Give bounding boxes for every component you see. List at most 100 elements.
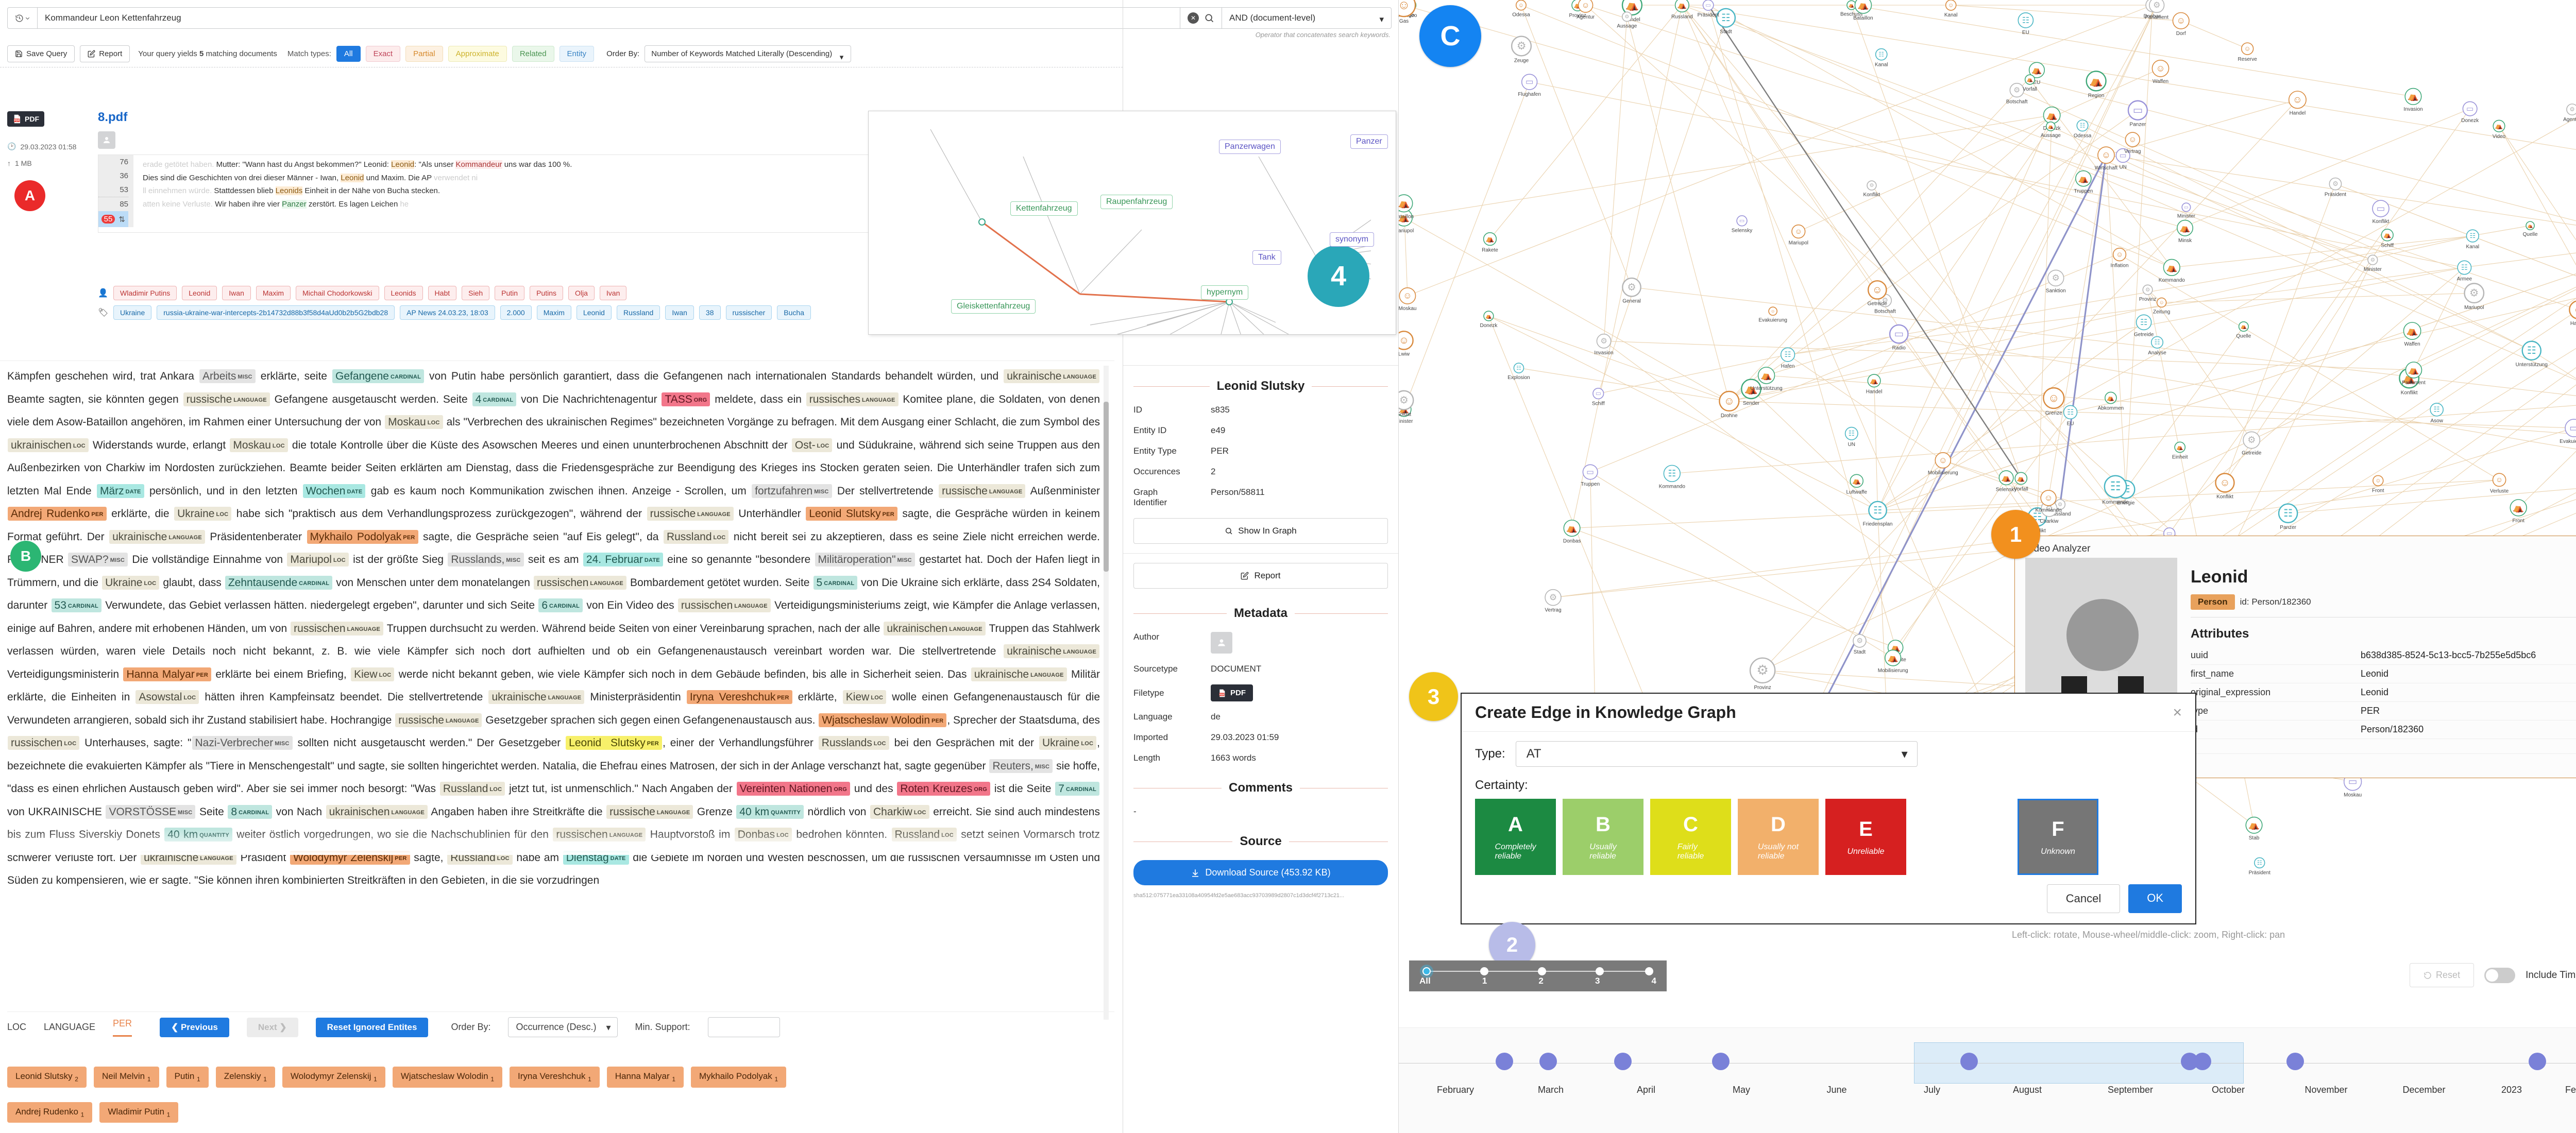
svg-text:Verluste: Verluste bbox=[2490, 488, 2509, 494]
svg-text:☷: ☷ bbox=[2257, 860, 2262, 866]
svg-text:⛺: ⛺ bbox=[1399, 198, 1410, 209]
svg-text:Radio: Radio bbox=[1892, 345, 1906, 351]
svg-text:Rakete: Rakete bbox=[1482, 247, 1498, 253]
svg-text:⛺: ⛺ bbox=[2166, 262, 2177, 272]
svg-text:Odessa: Odessa bbox=[2074, 133, 2092, 139]
svg-text:Sanktion: Sanktion bbox=[2046, 288, 2066, 294]
svg-text:Armee: Armee bbox=[2457, 277, 2472, 282]
svg-text:Reserve: Reserve bbox=[2238, 57, 2258, 62]
svg-text:PDF: PDF bbox=[14, 119, 20, 123]
svg-text:☷: ☷ bbox=[2067, 408, 2074, 417]
svg-text:▭: ▭ bbox=[1705, 2, 1711, 8]
svg-text:⚙: ⚙ bbox=[2469, 287, 2479, 299]
svg-text:☺: ☺ bbox=[1724, 395, 1735, 407]
svg-text:Moskau: Moskau bbox=[1399, 306, 1416, 312]
svg-text:⚙: ⚙ bbox=[1627, 282, 1636, 293]
svg-text:☺: ☺ bbox=[1399, 0, 1410, 12]
svg-text:⛺: ⛺ bbox=[2408, 91, 2419, 101]
svg-text:Friedensplan: Friedensplan bbox=[1863, 521, 1893, 527]
svg-text:Minsk: Minsk bbox=[2178, 238, 2192, 244]
svg-text:Hafen: Hafen bbox=[1781, 364, 1795, 369]
svg-text:⛺: ⛺ bbox=[2017, 474, 2025, 482]
svg-text:☺: ☺ bbox=[1948, 2, 1954, 8]
svg-text:Parlament: Parlament bbox=[2402, 380, 2426, 386]
svg-text:Evakuierung: Evakuierung bbox=[1758, 317, 1787, 323]
svg-text:Quelle: Quelle bbox=[2523, 232, 2538, 237]
svg-text:Botschaft: Botschaft bbox=[2006, 99, 2028, 105]
svg-text:☺: ☺ bbox=[2044, 493, 2053, 503]
svg-text:Kanal: Kanal bbox=[2466, 244, 2480, 250]
svg-text:☺: ☺ bbox=[2129, 135, 2137, 144]
svg-text:⛺: ⛺ bbox=[2046, 110, 2058, 120]
svg-text:⛺: ⛺ bbox=[1888, 653, 1899, 663]
svg-text:⚙: ⚙ bbox=[2370, 258, 2375, 263]
svg-text:⛺: ⛺ bbox=[1857, 0, 1869, 10]
svg-text:Mariupol: Mariupol bbox=[2464, 305, 2484, 311]
svg-text:⚙: ⚙ bbox=[2247, 435, 2256, 445]
svg-text:⚙: ⚙ bbox=[1517, 40, 1527, 52]
svg-text:Parlament: Parlament bbox=[2145, 14, 2168, 20]
svg-text:⛺: ⛺ bbox=[2180, 223, 2191, 233]
svg-text:Wirtschaft: Wirtschaft bbox=[2095, 165, 2118, 171]
svg-text:⚙: ⚙ bbox=[2052, 273, 2060, 283]
svg-text:Vertrag: Vertrag bbox=[2124, 149, 2141, 154]
svg-text:Aussage: Aussage bbox=[1617, 24, 1637, 29]
svg-text:☷: ☷ bbox=[2022, 15, 2029, 25]
svg-text:Front: Front bbox=[2372, 488, 2384, 493]
svg-text:Donezk: Donezk bbox=[1480, 323, 1498, 329]
svg-text:UN: UN bbox=[2119, 164, 2126, 170]
svg-text:Vertrag: Vertrag bbox=[1545, 608, 1561, 613]
svg-text:☺: ☺ bbox=[1399, 335, 1409, 346]
svg-text:☷: ☷ bbox=[1668, 468, 1676, 478]
svg-text:Dorf: Dorf bbox=[2176, 31, 2186, 37]
svg-text:⚙: ⚙ bbox=[1549, 592, 1557, 602]
svg-text:Donezk: Donezk bbox=[2461, 118, 2479, 124]
svg-text:⛺: ⛺ bbox=[2031, 65, 2042, 75]
svg-text:Präsident: Präsident bbox=[1698, 12, 1719, 18]
svg-text:⚙: ⚙ bbox=[1870, 183, 1874, 188]
svg-text:Minister: Minister bbox=[2177, 214, 2196, 219]
svg-text:Evakuierung: Evakuierung bbox=[2560, 439, 2576, 444]
svg-text:Konflikt: Konflikt bbox=[2401, 390, 2418, 396]
svg-text:⚙: ⚙ bbox=[1600, 337, 1607, 346]
svg-text:Front: Front bbox=[2513, 518, 2525, 524]
svg-text:Unterstützung: Unterstützung bbox=[1750, 386, 1782, 391]
svg-text:Zeitung: Zeitung bbox=[2153, 309, 2170, 315]
svg-text:⚙: ⚙ bbox=[2569, 106, 2575, 113]
svg-text:Mariupol: Mariupol bbox=[1789, 240, 1808, 246]
svg-text:☺: ☺ bbox=[1771, 308, 1775, 314]
svg-text:Provinz: Provinz bbox=[2139, 297, 2156, 302]
svg-text:☷: ☷ bbox=[2434, 406, 2440, 414]
svg-text:☺: ☺ bbox=[2219, 477, 2230, 488]
svg-text:☺: ☺ bbox=[1582, 1, 1590, 10]
svg-text:Charkiw: Charkiw bbox=[2040, 519, 2059, 524]
svg-text:▭: ▭ bbox=[1596, 391, 1601, 397]
svg-text:⚙: ⚙ bbox=[1756, 662, 1769, 678]
svg-text:⛺: ⛺ bbox=[2107, 394, 2114, 401]
svg-text:Kanal: Kanal bbox=[1944, 12, 1958, 18]
svg-text:⛺: ⛺ bbox=[2241, 324, 2247, 330]
svg-text:EU: EU bbox=[2067, 421, 2074, 426]
svg-text:Quelle: Quelle bbox=[2236, 333, 2251, 339]
svg-text:☷: ☷ bbox=[2283, 508, 2293, 519]
svg-text:☷: ☷ bbox=[2080, 122, 2086, 129]
svg-text:☷: ☷ bbox=[2140, 318, 2147, 327]
svg-text:☷: ☷ bbox=[2154, 339, 2160, 346]
svg-text:☷: ☷ bbox=[1516, 366, 1521, 371]
svg-text:PDF: PDF bbox=[1219, 693, 1224, 696]
svg-text:⛺: ⛺ bbox=[2406, 325, 2418, 336]
svg-text:⛺: ⛺ bbox=[1870, 376, 1878, 384]
svg-text:Kommando: Kommando bbox=[2159, 278, 2185, 283]
svg-text:Mobilisierung: Mobilisierung bbox=[1928, 470, 1958, 476]
svg-text:▭: ▭ bbox=[2466, 105, 2473, 113]
svg-text:☺: ☺ bbox=[2102, 150, 2111, 160]
svg-text:Russland: Russland bbox=[1671, 14, 1693, 20]
svg-text:Schiff: Schiff bbox=[1592, 401, 1605, 406]
svg-text:☷: ☷ bbox=[2527, 345, 2536, 356]
svg-text:Handel: Handel bbox=[2570, 321, 2576, 327]
svg-text:Minister: Minister bbox=[2364, 267, 2382, 272]
svg-text:⛺: ⛺ bbox=[2408, 365, 2419, 375]
svg-text:Moskau: Moskau bbox=[2344, 793, 2362, 798]
svg-text:☺: ☺ bbox=[2156, 63, 2165, 73]
svg-text:UN: UN bbox=[1848, 442, 1855, 448]
